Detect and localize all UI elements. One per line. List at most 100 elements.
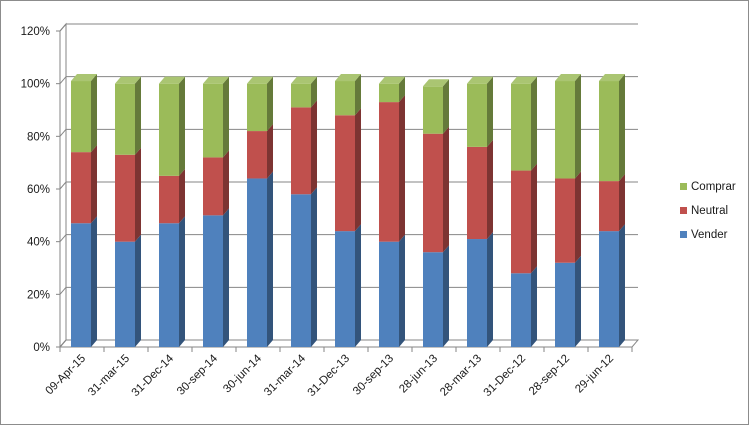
y-tick-label: 80% [27,131,50,143]
bar-neutral-side [223,150,229,216]
bars [71,74,625,347]
legend-label-vender: Vender [691,229,728,241]
x-tick-label: 31-mar-14 [262,352,308,398]
bar-neutral-side [487,139,493,240]
bar-vender [599,231,619,347]
x-tick-label: 09-Apr-15 [43,353,88,398]
bar-neutral-side [267,124,273,179]
bar-vender-side [311,187,317,347]
bar-neutral [291,107,311,195]
bar-comprar [159,83,179,176]
x-tick-label: 29-jun-12 [573,353,616,396]
bar-stack [115,76,141,347]
bar-vender [247,178,267,347]
x-tick-label: 28-mar-13 [438,353,484,399]
legend-label-comprar: Comprar [691,181,736,193]
bar-comprar-top [159,76,185,84]
bar-vender-side [135,234,141,347]
bar-neutral-side [179,168,185,224]
bar-comprar [115,83,135,155]
bar-stack [291,76,317,347]
bar-comprar-top [115,76,141,84]
bar-comprar-top [467,76,493,84]
bar-comprar-side [91,74,97,153]
x-tick-label: 28-sep-12 [527,353,572,398]
bar-vender [291,194,311,347]
bar-neutral [335,115,355,232]
x-tick-label: 30-sep-13 [351,353,396,398]
y-tick-label: 60% [27,184,50,196]
y-axis-ticks: 0% 20% 40% 60% 80% 100% 120% [21,26,60,354]
bar-stack [423,79,449,347]
bar-comprar-top [335,74,361,82]
bar-stack [335,74,361,347]
bar-comprar [511,83,531,171]
y-tick-label: 100% [21,79,50,91]
bar-neutral-side [135,147,141,242]
bar-stack [599,74,625,347]
bar-comprar-side [223,76,229,158]
bar-neutral [379,102,399,242]
bar-stack [379,76,405,347]
bar-stack [467,76,493,347]
y-tick-label: 40% [27,237,50,249]
bar-comprar-top [555,74,581,82]
bar-comprar-top [423,79,449,87]
bar-vender [467,239,487,347]
bar-comprar [599,81,619,182]
bar-comprar-side [531,76,537,171]
bar-neutral-side [443,126,449,253]
legend-label-neutral: Neutral [691,205,728,217]
gridline-side [59,129,67,137]
bar-vender-side [179,216,185,347]
bar-vender-side [91,216,97,347]
bar-comprar-side [399,76,405,103]
legend-swatch-vender [680,231,687,238]
bar-comprar [203,83,223,158]
bar-neutral-side [531,163,537,274]
bar-vender [71,223,91,347]
bar-comprar-top [291,76,317,84]
bar-vender [159,223,179,347]
bar-vender [511,273,531,347]
bar-neutral [511,170,531,274]
y-tick-label: 120% [21,26,50,38]
bar-comprar-side [619,74,625,182]
y-tick-label: 0% [33,342,50,354]
bar-comprar [335,81,355,116]
bar-neutral [467,146,487,240]
bar-neutral-side [399,95,405,242]
bar-comprar [247,83,267,132]
x-tick-label: 30-jun-14 [221,352,264,395]
x-tick-label: 28-jun-13 [397,353,440,396]
bar-vender [379,241,399,347]
bar-vender-side [443,245,449,347]
x-tick-label: 31-mar-15 [86,353,132,399]
bar-neutral [599,181,619,232]
x-tick-label: 31-Dec-14 [130,352,177,399]
bar-neutral [115,154,135,242]
bar-comprar-side [179,76,185,176]
bar-comprar [555,81,575,179]
bar-vender-side [399,234,405,347]
gridline-side [59,287,67,295]
legend-swatch-comprar [680,183,687,190]
x-tick-label: 31-Dec-12 [482,353,528,399]
legend-swatch-neutral [680,207,687,214]
y-tick-label: 20% [27,289,50,301]
bar-comprar [467,83,487,147]
bar-vender-side [223,208,229,347]
bar-vender-side [267,171,273,347]
bar-vender-side [531,266,537,347]
bar-neutral [247,131,267,179]
gridline-side [59,76,67,84]
bar-vender [555,262,575,347]
bar-comprar-side [311,76,317,108]
bar-comprar-top [511,76,537,84]
bar-comprar [423,86,443,134]
bar-comprar [291,83,311,108]
bar-stack [555,74,581,347]
